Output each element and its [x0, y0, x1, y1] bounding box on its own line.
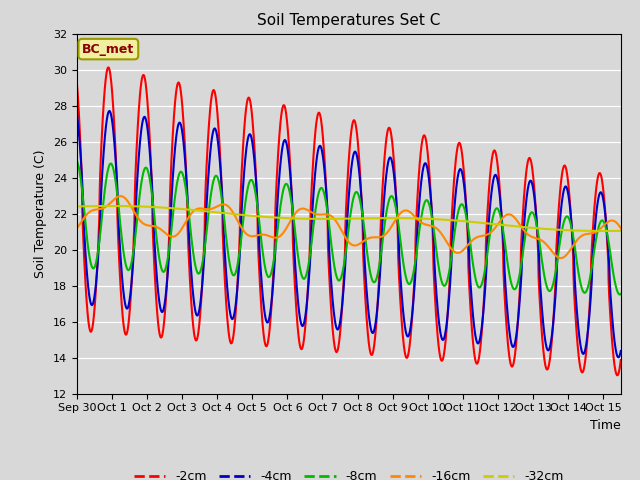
-2cm: [601, 206, 609, 212]
-16cm: [602, 221, 609, 227]
-8cm: [616, 292, 623, 298]
-4cm: [617, 348, 625, 354]
Line: -4cm: -4cm: [77, 111, 621, 357]
Legend: -2cm, -4cm, -8cm, -16cm, -32cm: -2cm, -4cm, -8cm, -16cm, -32cm: [129, 465, 568, 480]
Line: -8cm: -8cm: [77, 160, 621, 295]
-32cm: [338, 216, 346, 222]
-2cm: [602, 210, 609, 216]
-8cm: [323, 205, 331, 211]
-16cm: [602, 221, 609, 227]
-32cm: [502, 222, 509, 228]
-4cm: [100, 138, 108, 144]
X-axis label: Time: Time: [590, 419, 621, 432]
-32cm: [108, 203, 115, 209]
-32cm: [323, 216, 331, 222]
-16cm: [116, 193, 124, 199]
-16cm: [338, 228, 346, 234]
-2cm: [323, 207, 331, 213]
Line: -32cm: -32cm: [77, 206, 621, 231]
-4cm: [502, 282, 509, 288]
-4cm: [601, 209, 609, 215]
-4cm: [106, 108, 113, 114]
-32cm: [100, 203, 108, 209]
Y-axis label: Soil Temperature (C): Soil Temperature (C): [35, 149, 47, 278]
-4cm: [338, 308, 346, 313]
-32cm: [600, 228, 607, 234]
-32cm: [602, 228, 609, 234]
-16cm: [557, 255, 564, 261]
-2cm: [104, 64, 112, 70]
-2cm: [502, 307, 509, 312]
-16cm: [73, 226, 81, 231]
-16cm: [100, 204, 108, 210]
-2cm: [338, 312, 346, 318]
Title: Soil Temperatures Set C: Soil Temperatures Set C: [257, 13, 440, 28]
-2cm: [613, 372, 621, 378]
Line: -2cm: -2cm: [77, 67, 621, 375]
-4cm: [614, 354, 622, 360]
Text: BC_met: BC_met: [82, 43, 134, 56]
Line: -16cm: -16cm: [77, 196, 621, 258]
-16cm: [502, 213, 509, 218]
-8cm: [501, 242, 509, 248]
-4cm: [602, 212, 609, 217]
-8cm: [73, 157, 81, 163]
-2cm: [617, 357, 625, 363]
-4cm: [73, 111, 81, 117]
-32cm: [602, 228, 609, 234]
-8cm: [601, 221, 609, 227]
-8cm: [337, 274, 345, 280]
-8cm: [617, 291, 625, 297]
-8cm: [100, 189, 108, 195]
-4cm: [323, 202, 331, 208]
-16cm: [323, 212, 331, 217]
-8cm: [601, 222, 609, 228]
-2cm: [100, 89, 108, 95]
-2cm: [73, 79, 81, 85]
-16cm: [617, 225, 625, 231]
-32cm: [73, 204, 81, 209]
-32cm: [617, 228, 625, 234]
